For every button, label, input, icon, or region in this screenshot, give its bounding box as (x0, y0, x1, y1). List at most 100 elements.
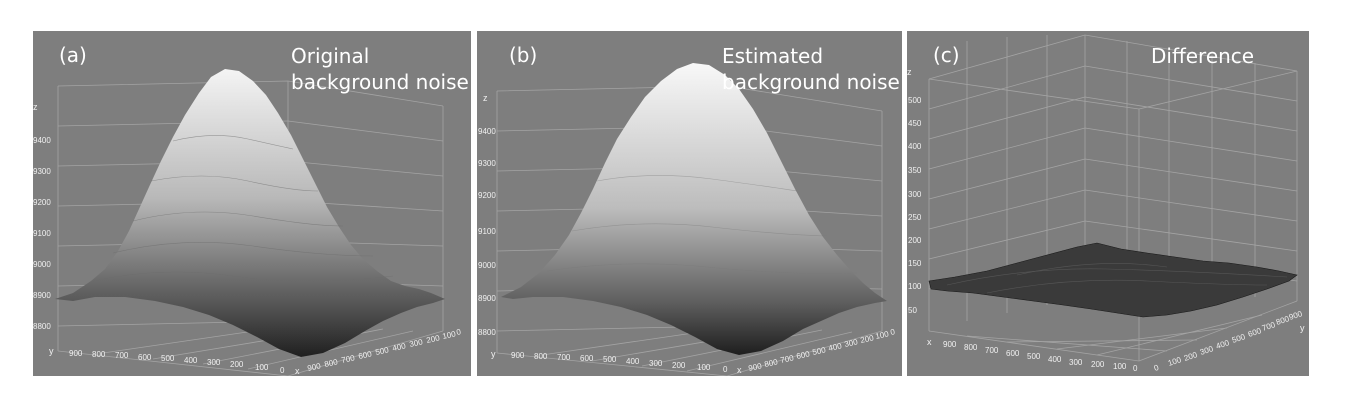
x-tick-b: 0 (890, 327, 897, 337)
z-axis-label-a: z (33, 102, 38, 112)
panel-title-b: Estimated background noise (722, 43, 900, 95)
x-tick-b: 900 (748, 361, 763, 373)
y-tick-b: 200 (672, 361, 686, 370)
x-axis-label-c: x (927, 337, 932, 347)
z-axis-label-c: z (907, 67, 912, 77)
z-tick-c: 50 (908, 306, 917, 315)
x-tick-c: 100 (1167, 355, 1183, 368)
y-tick-a: 800 (92, 350, 106, 359)
z-tick-c: 150 (908, 259, 922, 268)
y-tick-a: 300 (207, 358, 221, 367)
y-tick-a: 900 (69, 349, 83, 358)
z-tick-c: 500 (908, 96, 922, 105)
y-tick-b: 800 (534, 352, 548, 361)
y-tick-b: 400 (626, 357, 640, 366)
surface-plot-c: z 500 450 400 350 300 250 200 150 100 50… (907, 34, 1305, 373)
x-tick-b: 300 (844, 337, 859, 349)
y-tick-c: 0 (1133, 364, 1138, 373)
y-tick-c: 300 (1069, 358, 1083, 367)
x-tick-a: 600 (358, 349, 373, 361)
y-tick-b: 500 (603, 355, 617, 364)
grid-box-c (928, 34, 1298, 362)
x-tick-a: 700 (341, 353, 356, 365)
x-tick-a: 400 (392, 341, 407, 353)
panel-label-c: (c) (933, 43, 960, 67)
y-tick-a: 600 (138, 353, 152, 362)
x-tick-c: 600 (1247, 326, 1263, 339)
z-tick-b: 9200 (478, 191, 496, 200)
y-tick-a: 200 (230, 360, 244, 369)
plot-panel-a: z 9400 9300 9200 9100 9000 8900 8800 y 9… (33, 31, 471, 376)
x-tick-b: 400 (828, 341, 843, 353)
z-tick-b: 9400 (478, 127, 496, 136)
z-tick-b: 9000 (478, 261, 496, 270)
x-tick-c: 0 (1153, 363, 1161, 373)
x-axis-label-b: x (737, 365, 742, 375)
x-tick-a: 500 (375, 345, 390, 357)
y-tick-c: 200 (1091, 360, 1105, 369)
y-axis-label-b: y (491, 349, 496, 359)
panel-label-a: (a) (59, 43, 87, 67)
y-tick-b: 300 (649, 359, 663, 368)
x-tick-c: 200 (1183, 350, 1199, 363)
y-tick-c: 800 (964, 343, 978, 352)
x-tick-a: 300 (409, 337, 424, 349)
plot-panel-c: z 500 450 400 350 300 250 200 150 100 50… (907, 31, 1309, 376)
x-tick-c: 300 (1199, 344, 1215, 357)
z-tick-a: 9300 (33, 167, 51, 176)
y-tick-c: 500 (1027, 352, 1041, 361)
x-tick-b: 200 (860, 333, 875, 345)
surface-plot-a: z 9400 9300 9200 9100 9000 8900 8800 y 9… (33, 69, 463, 376)
panel-label-b: (b) (509, 43, 538, 67)
panel-title-c-line1: Difference (1151, 44, 1255, 68)
z-tick-a: 9400 (33, 136, 51, 145)
x-axis-label-a: x (295, 366, 300, 376)
z-tick-b: 9300 (478, 159, 496, 168)
x-tick-c: 400 (1215, 338, 1231, 351)
surface-b (501, 63, 887, 355)
x-tick-a: 0 (456, 327, 463, 337)
z-tick-c: 400 (908, 142, 922, 151)
z-tick-a: 9000 (33, 260, 51, 269)
x-tick-b: 700 (780, 353, 795, 365)
panel-title-b-line1: Estimated (722, 44, 824, 68)
y-tick-b: 100 (697, 363, 711, 372)
y-tick-a: 500 (161, 354, 175, 363)
x-tick-a: 900 (307, 361, 322, 373)
z-tick-c: 100 (908, 282, 922, 291)
x-tick-b: 500 (812, 345, 827, 357)
x-tick-a: 800 (324, 357, 339, 369)
x-tick-b: 100 (875, 329, 890, 341)
y-tick-a: 0 (280, 366, 285, 375)
y-tick-c: 400 (1048, 355, 1062, 364)
panel-title-b-line2: background noise (722, 70, 900, 94)
z-tick-a: 8900 (33, 291, 51, 300)
z-tick-c: 200 (908, 236, 922, 245)
y-tick-b: 600 (580, 354, 594, 363)
z-axis-label-b: z (483, 93, 488, 103)
y-tick-b: 900 (511, 351, 525, 360)
y-tick-c: 600 (1006, 349, 1020, 358)
y-tick-a: 400 (184, 356, 198, 365)
x-tick-c: 900 (1288, 309, 1304, 322)
surface-a (55, 69, 445, 357)
z-tick-c: 250 (908, 213, 922, 222)
z-tick-b: 8900 (478, 294, 496, 303)
y-tick-b: 0 (723, 365, 728, 374)
panel-title-a-line2: background noise (291, 70, 469, 94)
y-axis-label-a: y (49, 346, 54, 356)
z-tick-a: 9200 (33, 198, 51, 207)
z-tick-c: 300 (908, 190, 922, 199)
panel-title-a: Original background noise (291, 43, 469, 95)
panel-title-c: Difference (1151, 43, 1254, 69)
x-tick-b: 800 (764, 357, 779, 369)
z-tick-b: 8800 (478, 328, 496, 337)
y-tick-a: 700 (115, 351, 129, 360)
x-tick-b: 600 (796, 349, 811, 361)
y-tick-c: 700 (985, 346, 999, 355)
x-tick-c: 500 (1231, 332, 1247, 345)
z-tick-a: 8800 (33, 322, 51, 331)
z-tick-b: 9100 (478, 227, 496, 236)
y-tick-c: 100 (1113, 362, 1127, 371)
z-tick-a: 9100 (33, 229, 51, 238)
